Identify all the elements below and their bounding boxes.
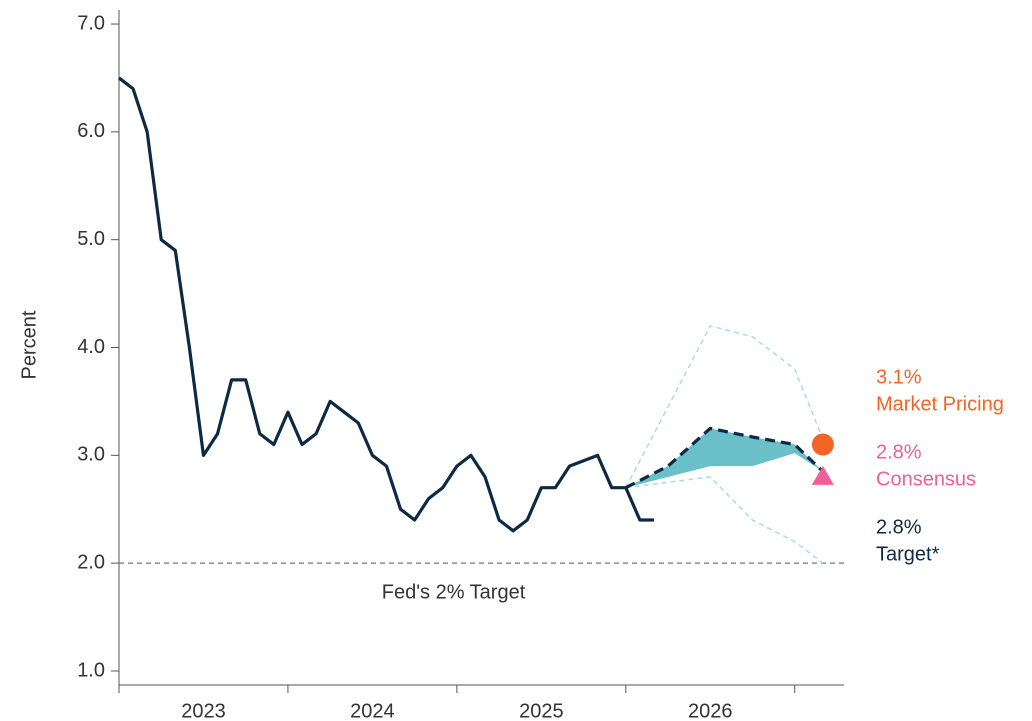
x-tick-label: 2025 [519,700,564,721]
y-tick-label: 4.0 [77,336,105,358]
series-line [118,76,654,533]
annotation-name: Target* [876,543,940,565]
y-tick-label: 6.0 [77,120,105,142]
annotation-value: 2.8% [876,441,922,463]
y-tick-label: 2.0 [77,551,105,573]
series-line [625,426,824,490]
marker [811,465,834,485]
annotation-name: Market Pricing [876,393,1004,415]
forecast-band [625,428,823,488]
x-tick-label: 2024 [350,700,395,721]
marker [811,433,834,456]
y-tick-label: 1.0 [77,659,105,681]
x-tick-label: 2026 [688,700,733,721]
y-axis-label: Percent [18,310,40,379]
x-tick-label: 2023 [181,700,226,721]
y-tick-label: 5.0 [77,228,105,250]
annotation-value: 2.8% [876,516,922,538]
range-line [625,325,824,489]
y-tick-label: 7.0 [77,12,105,34]
reference-label: Fed's 2% Target [382,581,526,603]
annotation-value: 3.1% [876,366,922,388]
annotation-name: Consensus [876,468,976,490]
y-tick-label: 3.0 [77,444,105,466]
range-line [625,476,824,564]
